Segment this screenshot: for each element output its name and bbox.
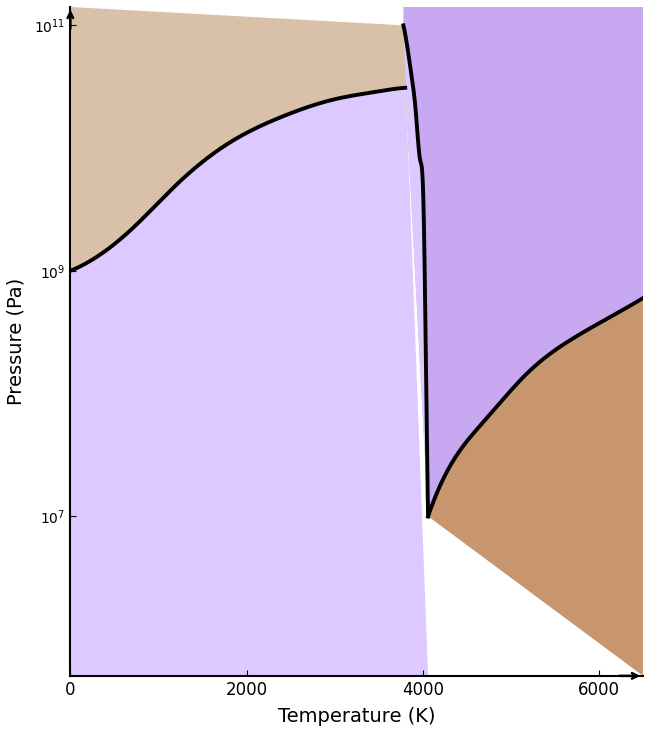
Polygon shape [404,7,643,516]
X-axis label: Temperature (K): Temperature (K) [278,707,436,726]
Polygon shape [428,298,643,676]
Polygon shape [70,7,428,516]
Y-axis label: Pressure (Pa): Pressure (Pa) [7,278,26,405]
Polygon shape [70,26,428,676]
